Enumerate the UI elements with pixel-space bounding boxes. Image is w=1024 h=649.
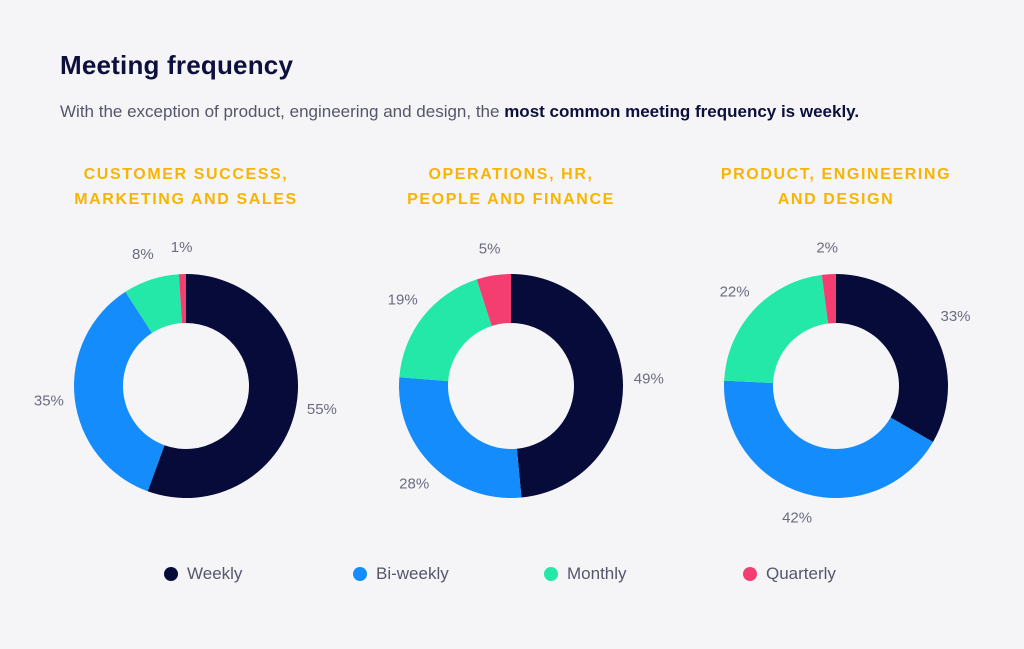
legend-label-monthly: Monthly (567, 564, 627, 583)
chart-3-slice-monthly (724, 274, 829, 384)
chart-1-slice-biweekly (73, 291, 165, 492)
chart-1-slice-quarterly (178, 274, 186, 324)
chart-2-slice-quarterly (476, 274, 511, 327)
legend-item-monthly: Monthly (544, 562, 627, 586)
chart-3-slice-weekly (836, 274, 949, 442)
chart-3-title-line-2: AND DESIGN (777, 191, 895, 208)
chart-3-title: PRODUCT, ENGINEERING AND DESIGN (676, 162, 996, 212)
chart-2-title-line-1: OPERATIONS, HR, (428, 166, 594, 183)
chart-3-label-monthly: 22% (720, 283, 750, 300)
chart-1-label-quarterly: 1% (171, 239, 193, 256)
chart-2-label-quarterly: 5% (479, 241, 501, 258)
legend-swatch-weekly (164, 567, 178, 581)
page-subtitle: With the exception of product, engineeri… (60, 102, 859, 122)
chart-3-title-line-1: PRODUCT, ENGINEERING (720, 166, 952, 183)
chart-1-label-biweekly: 35% (34, 392, 64, 409)
subtitle-text: With the exception of product, engineeri… (60, 102, 505, 121)
legend-swatch-biweekly (353, 567, 367, 581)
chart-1-label-weekly: 55% (307, 401, 337, 418)
chart-3-label-weekly: 33% (940, 308, 970, 325)
page-title: Meeting frequency (60, 50, 294, 80)
subtitle-emphasis: most common meeting frequency is weekly. (504, 102, 860, 121)
chart-2-title: OPERATIONS, HR, PEOPLE AND FINANCE (351, 162, 671, 212)
chart-2-label-biweekly: 28% (399, 475, 429, 492)
chart-1-slice-weekly (147, 274, 298, 499)
chart-2-label-weekly: 49% (634, 371, 664, 388)
legend-item-weekly: Weekly (164, 562, 242, 586)
legend-label-quarterly: Quarterly (766, 564, 836, 583)
chart-1-title: CUSTOMER SUCCESS, MARKETING AND SALES (26, 162, 346, 212)
legend-swatch-quarterly (743, 567, 757, 581)
chart-3-slice-quarterly (821, 274, 836, 324)
chart-2-slice-weekly (511, 274, 623, 498)
chart-2-label-monthly: 19% (388, 291, 418, 308)
legend-label-weekly: Weekly (187, 564, 243, 583)
chart-2-slice-monthly (399, 279, 492, 382)
chart-3-slice-biweekly (723, 380, 933, 499)
chart-1-title-line-2: MARKETING AND SALES (74, 191, 298, 208)
chart-3-label-quarterly: 2% (816, 239, 838, 256)
chart-2-slice-biweekly (399, 377, 522, 499)
chart-1-title-line-1: CUSTOMER SUCCESS, (83, 166, 289, 183)
legend-label-biweekly: Bi-weekly (376, 564, 449, 583)
legend-swatch-monthly (544, 567, 558, 581)
chart-1-slice-monthly (125, 274, 183, 334)
chart-1-label-monthly: 8% (132, 246, 154, 263)
legend-item-quarterly: Quarterly (743, 562, 836, 586)
chart-3-label-biweekly: 42% (782, 509, 812, 526)
legend-item-biweekly: Bi-weekly (353, 562, 449, 586)
chart-2-title-line-2: PEOPLE AND FINANCE (407, 191, 615, 208)
